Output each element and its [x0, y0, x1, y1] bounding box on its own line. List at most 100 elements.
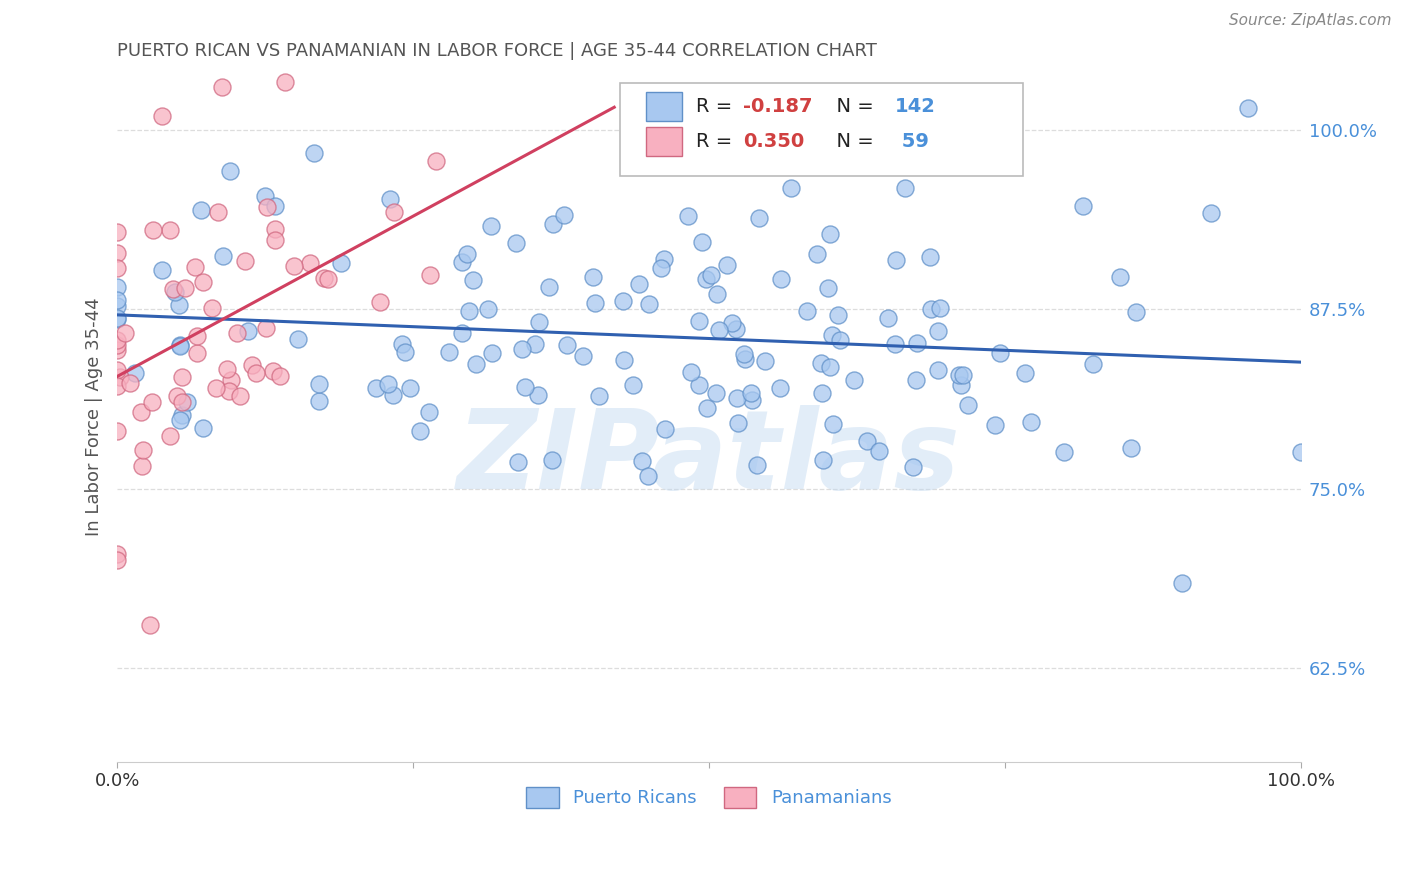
Point — [105, 246, 128, 260]
Point — [368, 295, 391, 310]
Point — [734, 352, 756, 367]
Point — [583, 295, 606, 310]
Text: ZIPatlas: ZIPatlas — [457, 405, 960, 512]
Point — [823, 417, 845, 431]
Point — [269, 369, 291, 384]
Point — [612, 294, 634, 309]
Point — [681, 365, 703, 379]
Point — [1125, 304, 1147, 318]
Text: 142: 142 — [894, 97, 935, 116]
Point — [740, 385, 762, 400]
Point — [905, 336, 928, 351]
Point — [165, 285, 187, 300]
Point — [450, 254, 472, 268]
Point — [1119, 441, 1142, 455]
Point — [948, 368, 970, 382]
Point — [745, 458, 768, 472]
Point — [218, 384, 240, 398]
Point — [211, 249, 233, 263]
Point — [1170, 575, 1192, 590]
Point — [211, 80, 233, 95]
Point — [868, 443, 890, 458]
Point — [186, 328, 208, 343]
FancyBboxPatch shape — [620, 83, 1022, 176]
Point — [105, 363, 128, 377]
Point — [588, 389, 610, 403]
Point — [813, 453, 835, 467]
Point — [952, 368, 974, 382]
Point — [274, 75, 297, 89]
Point — [418, 405, 440, 419]
Point — [394, 345, 416, 359]
Point — [162, 282, 184, 296]
Point — [1071, 199, 1094, 213]
Point — [283, 259, 305, 273]
Point — [630, 454, 652, 468]
Point — [461, 273, 484, 287]
Point — [904, 373, 927, 387]
Point — [1053, 445, 1076, 459]
Point — [820, 227, 842, 242]
Point — [707, 323, 730, 337]
Point — [810, 356, 832, 370]
Point — [827, 308, 849, 322]
Point — [298, 256, 321, 270]
Text: N =: N = — [824, 97, 880, 116]
Point — [105, 225, 128, 239]
Point — [114, 326, 136, 341]
Point — [477, 301, 499, 316]
Text: R =: R = — [696, 132, 738, 151]
Point — [105, 547, 128, 561]
Point — [918, 250, 941, 264]
Point — [262, 363, 284, 377]
Point — [479, 219, 502, 234]
Point — [806, 247, 828, 261]
Y-axis label: In Labor Force | Age 35-44: In Labor Force | Age 35-44 — [86, 298, 103, 536]
Point — [901, 460, 924, 475]
Point — [207, 205, 229, 219]
Point — [159, 223, 181, 237]
Point — [754, 354, 776, 368]
Point — [142, 223, 165, 237]
Point — [1083, 357, 1105, 371]
Point — [818, 360, 841, 375]
Point — [316, 272, 339, 286]
Point — [927, 324, 949, 338]
Text: 0.350: 0.350 — [744, 132, 804, 151]
Text: Source: ZipAtlas.com: Source: ZipAtlas.com — [1229, 13, 1392, 29]
Point — [811, 386, 834, 401]
Point — [409, 425, 432, 439]
Point — [884, 252, 907, 267]
Point — [527, 315, 550, 329]
Text: -0.187: -0.187 — [744, 97, 813, 116]
Point — [150, 109, 173, 123]
Point — [650, 260, 672, 275]
Point — [696, 401, 718, 416]
Point — [217, 362, 239, 376]
Point — [264, 222, 287, 236]
Point — [391, 337, 413, 351]
Point — [169, 413, 191, 427]
Point — [1109, 270, 1132, 285]
Point — [131, 458, 153, 473]
Point — [169, 338, 191, 352]
Point — [637, 297, 659, 311]
Point — [329, 255, 352, 269]
Point — [700, 268, 723, 283]
Point — [706, 386, 728, 401]
Point — [124, 366, 146, 380]
Point — [233, 253, 256, 268]
Point — [170, 395, 193, 409]
Text: PUERTO RICAN VS PANAMANIAN IN LABOR FORCE | AGE 35-44 CORRELATION CHART: PUERTO RICAN VS PANAMANIAN IN LABOR FORC… — [117, 42, 877, 60]
Point — [105, 293, 128, 307]
Point — [770, 272, 793, 286]
Point — [688, 378, 710, 392]
Point — [676, 209, 699, 223]
Point — [537, 280, 560, 294]
Point — [513, 380, 536, 394]
Point — [174, 281, 197, 295]
Point — [748, 211, 770, 225]
Point — [505, 235, 527, 250]
Point — [725, 391, 748, 405]
Point — [245, 366, 267, 380]
